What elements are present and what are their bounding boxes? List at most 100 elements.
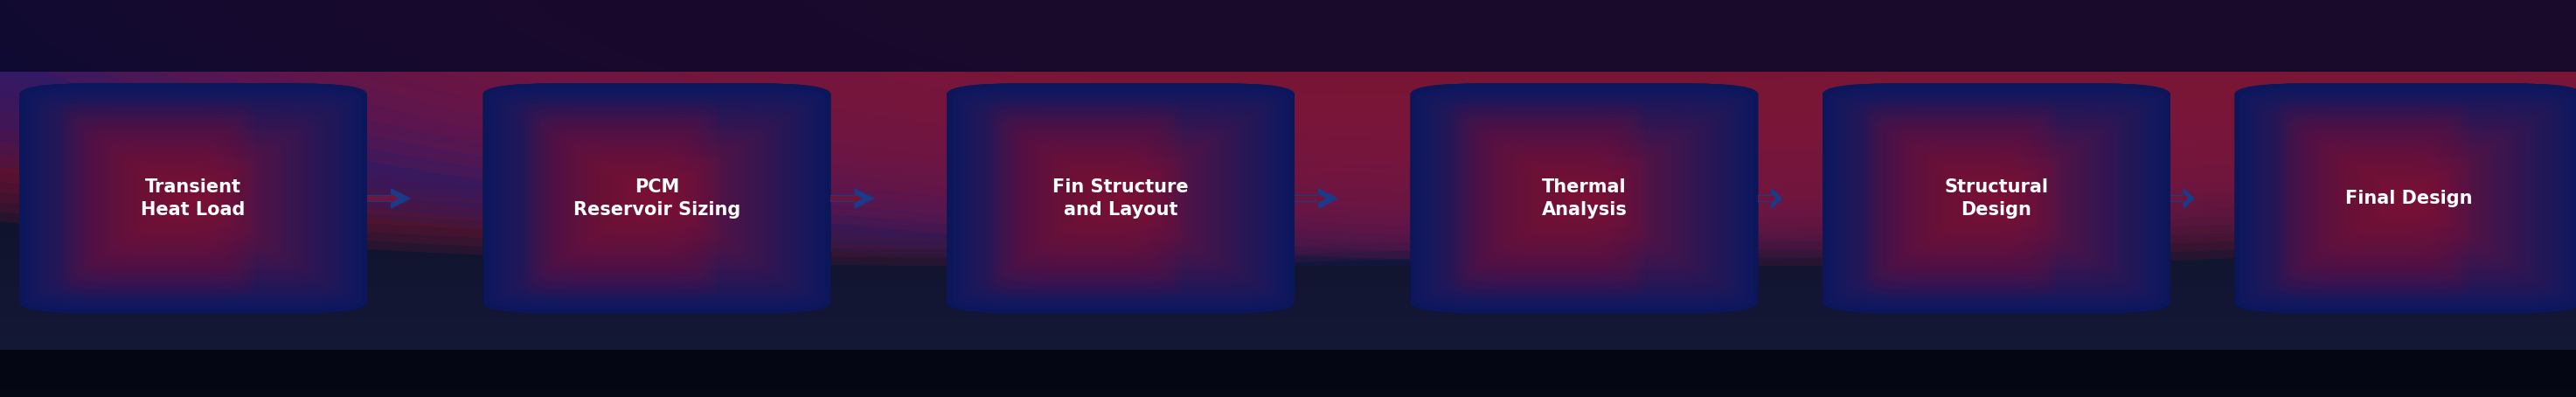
FancyBboxPatch shape: [2367, 172, 2450, 225]
FancyBboxPatch shape: [1468, 122, 1700, 275]
Circle shape: [0, 0, 2576, 266]
FancyBboxPatch shape: [1886, 120, 2038, 277]
FancyBboxPatch shape: [1074, 168, 1167, 229]
FancyBboxPatch shape: [546, 120, 698, 277]
FancyBboxPatch shape: [1422, 91, 1747, 306]
FancyBboxPatch shape: [1473, 120, 1625, 277]
FancyBboxPatch shape: [95, 133, 222, 264]
FancyBboxPatch shape: [0, 119, 2576, 129]
FancyBboxPatch shape: [1862, 110, 2130, 287]
Polygon shape: [2184, 195, 2187, 202]
Text: Final Design: Final Design: [2344, 190, 2473, 207]
FancyBboxPatch shape: [0, 109, 2576, 119]
FancyBboxPatch shape: [0, 30, 2576, 40]
FancyBboxPatch shape: [1525, 160, 1643, 237]
FancyBboxPatch shape: [2391, 187, 2427, 210]
FancyBboxPatch shape: [611, 168, 703, 229]
Circle shape: [0, 0, 2370, 193]
FancyBboxPatch shape: [1984, 191, 2009, 206]
FancyBboxPatch shape: [1015, 127, 1157, 270]
Circle shape: [0, 0, 2476, 209]
FancyBboxPatch shape: [1023, 133, 1218, 264]
FancyBboxPatch shape: [100, 137, 286, 260]
FancyBboxPatch shape: [1873, 107, 2050, 290]
FancyBboxPatch shape: [1084, 175, 1154, 222]
FancyBboxPatch shape: [1115, 195, 1126, 202]
FancyBboxPatch shape: [1486, 133, 1613, 264]
FancyBboxPatch shape: [629, 179, 685, 218]
FancyBboxPatch shape: [1033, 141, 1208, 256]
FancyBboxPatch shape: [1497, 141, 1672, 256]
FancyBboxPatch shape: [1455, 114, 1710, 283]
Circle shape: [636, 0, 2576, 160]
FancyBboxPatch shape: [1520, 156, 1649, 241]
FancyBboxPatch shape: [2385, 183, 2432, 214]
FancyBboxPatch shape: [1968, 179, 2025, 218]
FancyBboxPatch shape: [2398, 191, 2421, 206]
Polygon shape: [2184, 189, 2195, 208]
FancyBboxPatch shape: [1556, 179, 1613, 218]
FancyBboxPatch shape: [0, 189, 2576, 198]
FancyBboxPatch shape: [2303, 127, 2445, 270]
FancyBboxPatch shape: [945, 83, 1293, 314]
FancyBboxPatch shape: [2298, 120, 2450, 277]
FancyBboxPatch shape: [0, 387, 2576, 397]
FancyBboxPatch shape: [546, 125, 768, 272]
FancyBboxPatch shape: [0, 139, 2576, 149]
Text: Thermal
Analysis: Thermal Analysis: [1540, 178, 1628, 219]
FancyBboxPatch shape: [1103, 187, 1139, 210]
FancyBboxPatch shape: [2233, 83, 2576, 314]
Circle shape: [690, 0, 2576, 152]
FancyBboxPatch shape: [592, 156, 721, 241]
FancyBboxPatch shape: [1852, 102, 2141, 295]
FancyBboxPatch shape: [0, 337, 2576, 347]
Circle shape: [0, 0, 2105, 152]
FancyBboxPatch shape: [0, 0, 2576, 10]
Circle shape: [425, 0, 2576, 193]
FancyBboxPatch shape: [1010, 125, 1231, 272]
Circle shape: [0, 0, 2576, 200]
Text: Fin Structure
and Layout: Fin Structure and Layout: [1054, 178, 1188, 219]
FancyBboxPatch shape: [0, 308, 2576, 318]
Circle shape: [0, 0, 2576, 209]
FancyBboxPatch shape: [1561, 183, 1607, 214]
FancyBboxPatch shape: [2311, 133, 2506, 264]
FancyBboxPatch shape: [1028, 137, 1213, 260]
FancyBboxPatch shape: [49, 102, 337, 295]
FancyBboxPatch shape: [0, 278, 2576, 288]
FancyBboxPatch shape: [2334, 148, 2483, 249]
FancyBboxPatch shape: [1875, 118, 2117, 279]
FancyBboxPatch shape: [1904, 137, 2089, 260]
FancyBboxPatch shape: [2277, 100, 2470, 296]
FancyBboxPatch shape: [1886, 125, 2107, 272]
FancyBboxPatch shape: [0, 349, 2576, 397]
FancyBboxPatch shape: [0, 228, 2576, 238]
FancyBboxPatch shape: [0, 357, 2576, 367]
Circle shape: [0, 0, 2530, 217]
FancyBboxPatch shape: [513, 102, 801, 295]
FancyBboxPatch shape: [526, 100, 719, 296]
FancyBboxPatch shape: [0, 347, 2576, 357]
FancyBboxPatch shape: [1844, 99, 2146, 298]
FancyBboxPatch shape: [829, 195, 855, 202]
FancyBboxPatch shape: [551, 129, 762, 268]
FancyBboxPatch shape: [1973, 183, 2020, 214]
FancyBboxPatch shape: [1880, 122, 2112, 275]
FancyBboxPatch shape: [1757, 195, 1772, 202]
Circle shape: [0, 0, 2576, 250]
FancyBboxPatch shape: [0, 79, 2576, 89]
FancyBboxPatch shape: [963, 95, 1278, 302]
FancyBboxPatch shape: [495, 91, 819, 306]
FancyBboxPatch shape: [1502, 145, 1667, 252]
FancyBboxPatch shape: [1461, 107, 1638, 290]
Circle shape: [0, 0, 2576, 241]
Polygon shape: [1772, 189, 1783, 208]
Circle shape: [585, 0, 2576, 168]
FancyBboxPatch shape: [0, 40, 2576, 50]
FancyBboxPatch shape: [1963, 175, 2030, 222]
FancyBboxPatch shape: [0, 198, 2576, 208]
FancyBboxPatch shape: [77, 122, 309, 275]
Circle shape: [744, 0, 2576, 143]
FancyBboxPatch shape: [598, 160, 714, 237]
FancyBboxPatch shape: [2298, 125, 2519, 272]
